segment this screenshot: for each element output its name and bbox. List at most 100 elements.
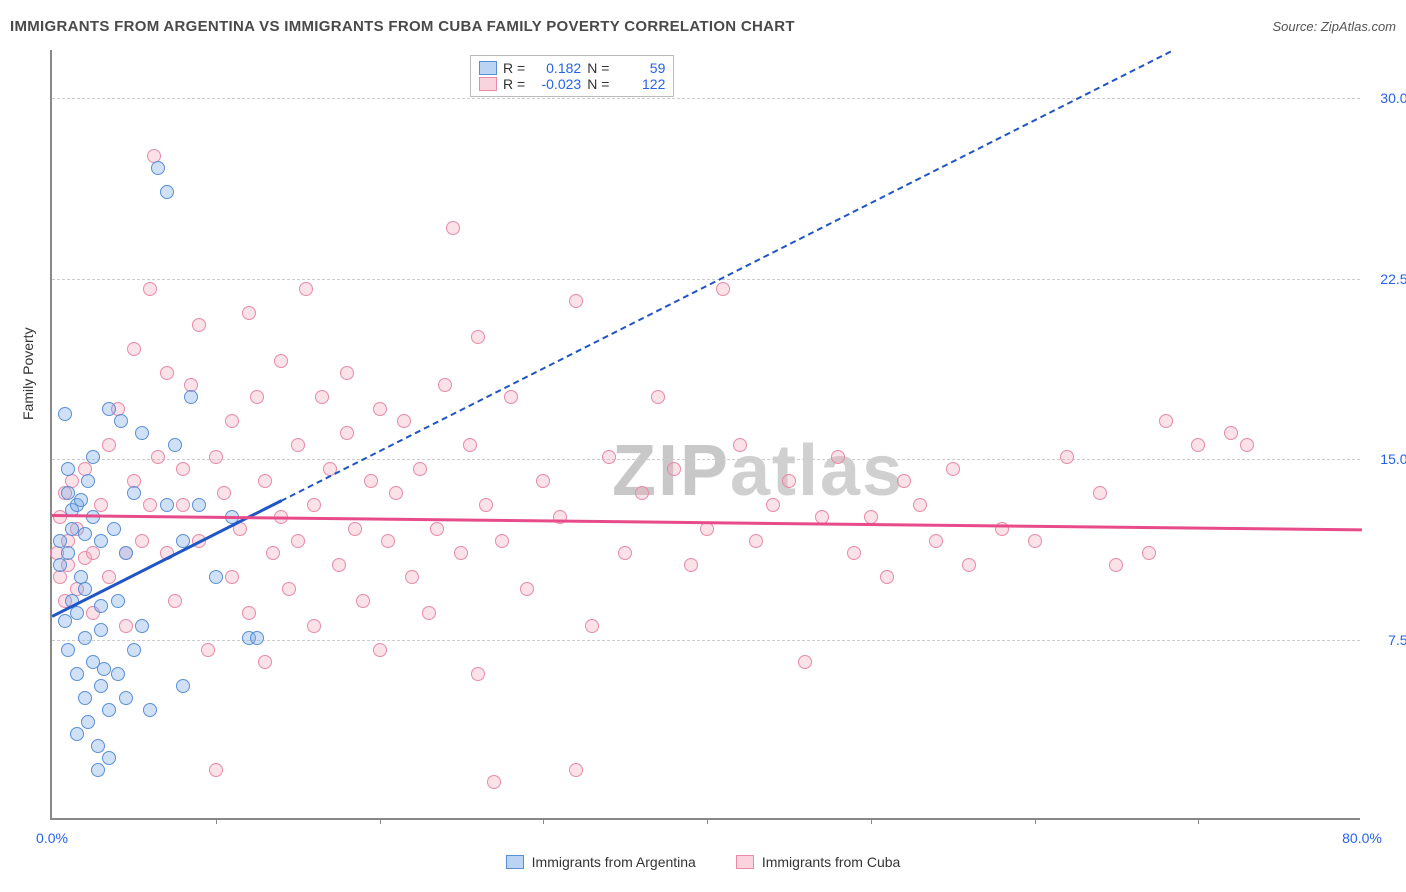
r-label-a: R =	[503, 60, 525, 76]
data-point-cuba	[422, 606, 436, 620]
data-point-cuba	[209, 450, 223, 464]
data-point-cuba	[1142, 546, 1156, 560]
data-point-cuba	[438, 378, 452, 392]
xtick-mark	[216, 818, 217, 824]
data-point-cuba	[258, 655, 272, 669]
data-point-cuba	[913, 498, 927, 512]
data-point-cuba	[1028, 534, 1042, 548]
data-point-cuba	[291, 534, 305, 548]
data-point-cuba	[143, 282, 157, 296]
data-point-cuba	[160, 366, 174, 380]
data-point-cuba	[282, 582, 296, 596]
data-point-cuba	[168, 594, 182, 608]
data-point-cuba	[635, 486, 649, 500]
data-point-cuba	[373, 643, 387, 657]
legend-label-cuba: Immigrants from Cuba	[762, 854, 900, 870]
data-point-argentina	[91, 739, 105, 753]
data-point-argentina	[65, 522, 79, 536]
data-point-cuba	[569, 294, 583, 308]
data-point-argentina	[114, 414, 128, 428]
data-point-cuba	[1191, 438, 1205, 452]
data-point-cuba	[356, 594, 370, 608]
gridline-y	[52, 459, 1360, 460]
data-point-cuba	[749, 534, 763, 548]
data-point-cuba	[127, 342, 141, 356]
data-point-argentina	[184, 390, 198, 404]
data-point-cuba	[225, 414, 239, 428]
data-point-cuba	[454, 546, 468, 560]
data-point-argentina	[94, 599, 108, 613]
data-point-argentina	[81, 474, 95, 488]
swatch-cuba	[479, 77, 497, 91]
data-point-argentina	[94, 679, 108, 693]
data-point-cuba	[217, 486, 231, 500]
data-point-cuba	[463, 438, 477, 452]
n-label-a: N =	[587, 60, 609, 76]
r-value-b: -0.023	[531, 76, 581, 92]
data-point-cuba	[471, 330, 485, 344]
data-point-argentina	[61, 643, 75, 657]
data-point-cuba	[242, 606, 256, 620]
n-value-b: 122	[615, 76, 665, 92]
data-point-cuba	[700, 522, 714, 536]
data-point-argentina	[160, 185, 174, 199]
data-point-cuba	[53, 570, 67, 584]
data-point-argentina	[143, 703, 157, 717]
data-point-cuba	[340, 426, 354, 440]
data-point-cuba	[176, 498, 190, 512]
data-point-argentina	[102, 751, 116, 765]
chart-source: Source: ZipAtlas.com	[1272, 19, 1396, 34]
data-point-argentina	[135, 619, 149, 633]
data-point-argentina	[102, 402, 116, 416]
legend-item-cuba: Immigrants from Cuba	[736, 854, 900, 870]
legend-label-argentina: Immigrants from Argentina	[532, 854, 696, 870]
data-point-cuba	[1093, 486, 1107, 500]
data-point-cuba	[585, 619, 599, 633]
data-point-cuba	[618, 546, 632, 560]
data-point-cuba	[946, 462, 960, 476]
y-axis-label: Family Poverty	[20, 327, 36, 420]
data-point-argentina	[160, 498, 174, 512]
data-point-cuba	[520, 582, 534, 596]
data-point-cuba	[929, 534, 943, 548]
data-point-argentina	[61, 462, 75, 476]
data-point-argentina	[94, 623, 108, 637]
data-point-cuba	[651, 390, 665, 404]
data-point-cuba	[151, 450, 165, 464]
data-point-argentina	[78, 691, 92, 705]
xtick-mark	[871, 818, 872, 824]
data-point-cuba	[569, 763, 583, 777]
data-point-cuba	[798, 655, 812, 669]
data-point-argentina	[119, 546, 133, 560]
swatch-argentina	[479, 61, 497, 75]
data-point-cuba	[266, 546, 280, 560]
data-point-argentina	[94, 534, 108, 548]
legend-row-cuba: R = -0.023 N = 122	[479, 76, 665, 92]
data-point-argentina	[176, 679, 190, 693]
r-value-a: 0.182	[531, 60, 581, 76]
data-point-cuba	[897, 474, 911, 488]
ytick-label: 7.5%	[1388, 632, 1406, 648]
data-point-argentina	[70, 606, 84, 620]
data-point-argentina	[86, 510, 100, 524]
legend-row-argentina: R = 0.182 N = 59	[479, 60, 665, 76]
data-point-cuba	[1109, 558, 1123, 572]
data-point-argentina	[111, 594, 125, 608]
data-point-argentina	[127, 643, 141, 657]
data-point-cuba	[413, 462, 427, 476]
data-point-argentina	[97, 662, 111, 676]
r-label-b: R =	[503, 76, 525, 92]
data-point-cuba	[274, 354, 288, 368]
data-point-cuba	[102, 438, 116, 452]
data-point-argentina	[119, 691, 133, 705]
plot-area: ZIPatlas 7.5%15.0%22.5%30.0%0.0%80.0%	[50, 50, 1360, 820]
data-point-cuba	[143, 498, 157, 512]
data-point-argentina	[70, 667, 84, 681]
data-point-cuba	[962, 558, 976, 572]
data-point-argentina	[78, 631, 92, 645]
gridline-y	[52, 279, 1360, 280]
data-point-argentina	[209, 570, 223, 584]
data-point-cuba	[348, 522, 362, 536]
data-point-cuba	[364, 474, 378, 488]
ytick-label: 22.5%	[1380, 271, 1406, 287]
